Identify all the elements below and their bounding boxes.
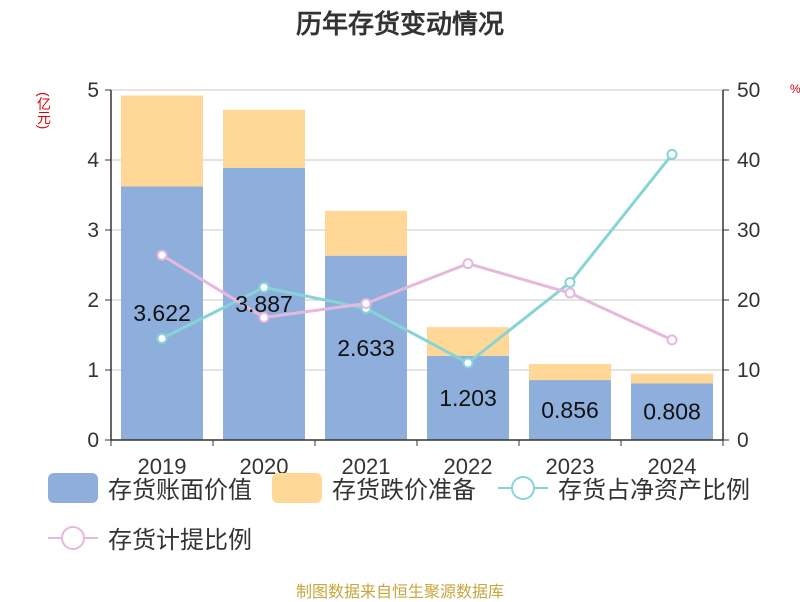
point-provision-ratio [258, 312, 270, 323]
left-axis-unit: (亿元) [36, 92, 52, 130]
bar-impairment [529, 363, 611, 381]
legend-label-impairment: 存货跌价准备 [332, 477, 476, 504]
legend-swatch-net-asset-ratio [498, 473, 548, 503]
right-axis-unit: % [790, 82, 800, 96]
y-right-tick-label: 40 [737, 149, 760, 172]
x-tick-label: 2019 [138, 454, 187, 479]
bar-impairment [121, 95, 203, 187]
y-right-tick-label: 10 [737, 359, 760, 382]
point-net-asset-ratio [258, 281, 270, 293]
y-left-tick-label: 4 [87, 149, 99, 172]
bar-book-value [223, 167, 305, 440]
bar-impairment [223, 109, 305, 168]
bar-book-value [121, 186, 203, 440]
line-net-asset-ratio [161, 153, 674, 365]
y-left-tick-label: 3 [87, 219, 99, 242]
legend-item-net-asset-ratio[interactable]: 存货占净资产比例 [498, 470, 750, 505]
x-tick-label: 2021 [342, 454, 391, 479]
x-tick-label: 2023 [546, 454, 595, 479]
bar-book-value [325, 255, 407, 440]
legend-item-provision-ratio[interactable]: 存货计提比例 [48, 520, 252, 555]
point-net-asset-ratio [156, 333, 168, 344]
legend-swatch-provision-ratio [48, 523, 98, 553]
data-label-book-value: 2.633 [337, 335, 395, 361]
data-label-book-value: 3.622 [133, 300, 191, 326]
y-right-tick-label: 20 [737, 289, 760, 312]
data-label-book-value: 0.856 [541, 397, 599, 423]
x-tick-label: 2024 [648, 454, 697, 479]
y-left-tick-label: 1 [87, 359, 99, 382]
point-provision-ratio [156, 249, 168, 261]
data-source-note: 制图数据来自恒生聚源数据库 [295, 584, 504, 601]
legend-item-book-value[interactable]: 存货账面价值 [48, 470, 252, 505]
point-net-asset-ratio [462, 357, 474, 369]
data-label-book-value: 0.808 [643, 399, 701, 425]
bar-impairment [631, 373, 713, 384]
y-left-tick-label: 2 [87, 289, 99, 312]
point-provision-ratio [564, 287, 576, 299]
point-net-asset-ratio [564, 277, 576, 288]
legend-item-impairment[interactable]: 存货跌价准备 [272, 470, 476, 505]
bar-impairment [325, 210, 407, 256]
chart-title: 历年存货变动情况 [295, 9, 504, 39]
data-label-book-value: 3.887 [235, 291, 293, 317]
legend-label-provision-ratio: 存货计提比例 [108, 527, 252, 554]
bar-book-value [529, 380, 611, 440]
legend-label-net-asset-ratio: 存货占净资产比例 [558, 477, 750, 504]
point-provision-ratio [360, 298, 372, 309]
line-provision-ratio [161, 253, 673, 342]
bar-book-value [427, 355, 509, 440]
bar-book-value [631, 383, 713, 440]
legend-swatch-impairment [272, 472, 322, 503]
point-provision-ratio [666, 334, 678, 346]
y-right-tick-label: 30 [737, 219, 760, 242]
point-provision-ratio [462, 258, 474, 270]
y-left-tick-label: 0 [87, 429, 99, 452]
point-net-asset-ratio [666, 148, 678, 160]
x-tick-label: 2022 [444, 454, 493, 479]
legend-label-book-value: 存货账面价值 [108, 477, 252, 504]
data-label-book-value: 1.203 [439, 385, 497, 411]
y-right-tick-label: 50 [737, 79, 760, 102]
y-left-tick-label: 5 [87, 79, 99, 102]
legend-swatch-book-value [48, 472, 98, 503]
y-right-tick-label: 0 [737, 429, 749, 452]
